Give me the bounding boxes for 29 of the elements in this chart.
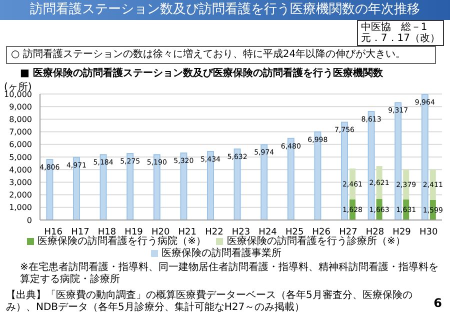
x-tick-label: H17 [71,227,90,238]
text: ■ 医療保険の訪問看護ステーション数及び医療保険の訪問看護を行う医療機関数 [20,66,383,80]
legend-label: 医療保険の訪問看護事業所 [162,248,282,259]
text: 元．7．17（改） [360,33,440,44]
x-tick-label: H19 [124,227,144,238]
text: ※在宅患者訪問看護・指導料、同一建物居住者訪問看護・指導料、精神科訪問看護・指導料を算定する病院・診療所 [20,262,440,286]
chart-title: 訪問看護ステーション数及び訪問看護を行う医療機関数の年次推移 [0,0,450,20]
text: 6 [434,296,442,310]
y-tick-label: 8,000 [9,115,32,124]
y-tick-label: 9,000 [9,102,32,112]
x-tick-label: H30 [419,227,438,238]
text: 【出典】「医療費の動向調査」の概算医療費データーベース（各年5月審査分、医療保険のみ）、NDBデータ（各年5月診療分、集計可能なH27～のみ掲載） [6,290,414,314]
x-tick-label: H24 [258,227,278,238]
y-tick-label: 0 [26,216,32,225]
y-tick-label: 7,000 [9,128,32,137]
y-tick-label: 6,000 [9,140,32,150]
x-tick-label: H25 [285,227,304,238]
y-tick-label: 4,000 [9,165,32,174]
x-tick-label: H22 [205,227,224,238]
y-tick-label: 1,000 [9,203,32,212]
legend-label: 医療保険の訪問看護を行う病院（※） [38,236,206,247]
y-tick-label: 3,000 [9,178,32,188]
y-tick-label: 2,000 [9,190,32,200]
text: 中医協 総－1 [360,22,428,33]
chart-subtitle: ○ 訪問看護ステーションの数は徐々に増えており、特に平成24年以降の伸びが大きい。 [6,46,436,64]
y-tick-label: 5,000 [9,152,32,162]
x-tick-label: H29 [392,227,412,238]
x-tick-label: H21 [178,227,197,238]
legend-label: 医療保険の訪問看護を行う診療所（※） [227,236,406,247]
